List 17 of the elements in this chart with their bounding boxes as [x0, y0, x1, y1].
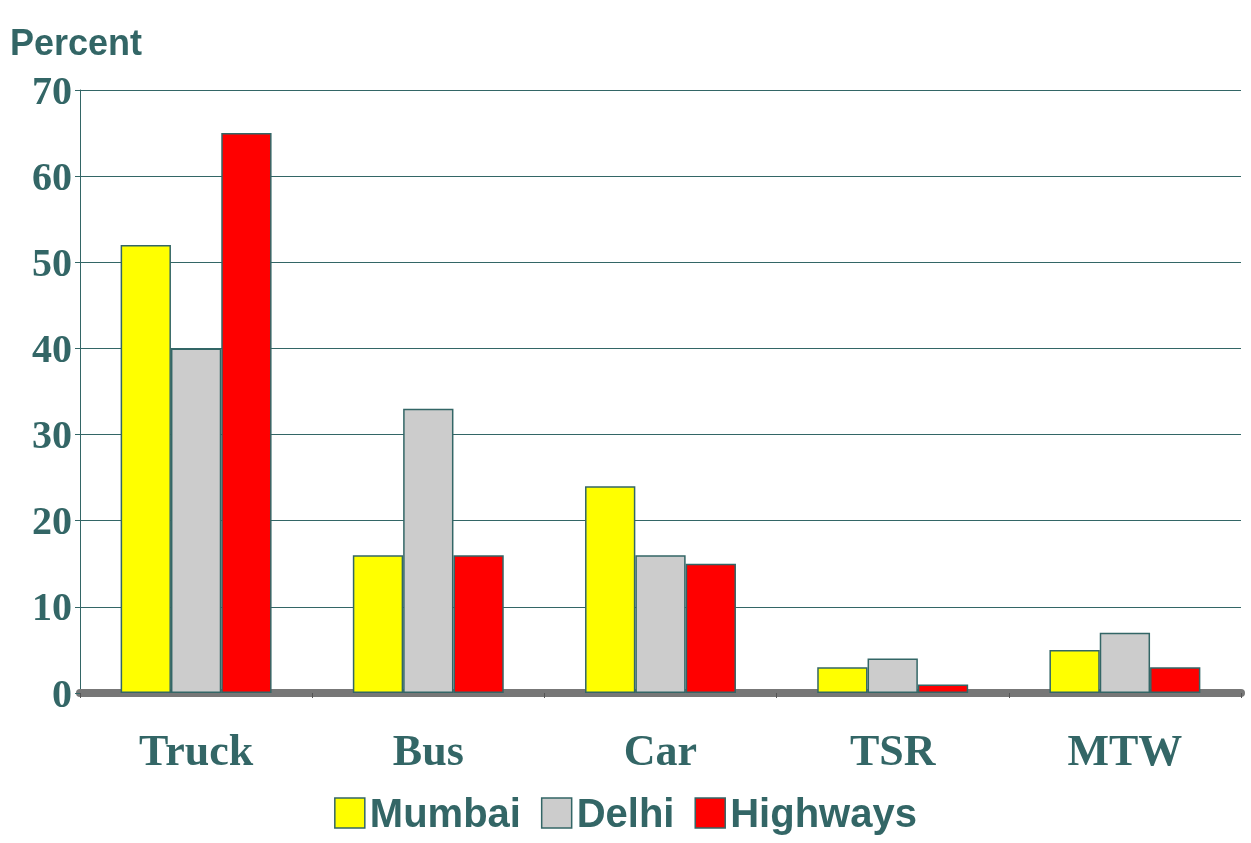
x-tick-label: Car: [623, 725, 698, 775]
x-tick-label: MTW: [1067, 725, 1183, 775]
y-tick-label: 60: [32, 153, 72, 199]
y-tick-label: 40: [32, 325, 72, 371]
y-axis-title: Percent: [10, 21, 143, 63]
y-tick-label: 0: [52, 670, 72, 716]
legend-label: Delhi: [576, 791, 675, 835]
y-tick-label: 20: [32, 498, 72, 544]
y-tick-label: 30: [32, 412, 72, 458]
legend-label: Mumbai: [369, 791, 521, 835]
x-tick-label: Bus: [392, 725, 464, 775]
x-tick-label: Truck: [139, 725, 254, 775]
y-tick-label: 50: [32, 239, 72, 285]
legend-label: Highways: [730, 791, 917, 835]
y-tick-label: 10: [32, 584, 72, 630]
x-tick-label: TSR: [849, 725, 937, 775]
y-tick-label: 70: [32, 67, 72, 113]
